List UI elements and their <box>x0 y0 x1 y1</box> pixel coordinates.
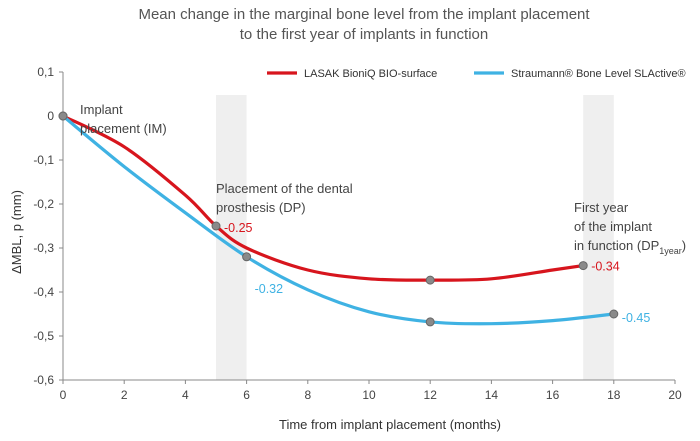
series-0-point-3 <box>578 261 588 271</box>
legend-label-0: LASAK BioniQ BIO-surface <box>304 68 437 80</box>
x-tick-label-1: 2 <box>121 388 128 402</box>
annotation-2-line-2: in function (DP <box>574 238 659 253</box>
y-tick-label-4: -0,3 <box>33 241 54 255</box>
series-group: -0.25 -0.34 -0.32 -0.45 <box>58 111 651 327</box>
series-0-data-label-1: -0.34 <box>591 260 620 274</box>
annotation-2-line-1: of the implant <box>574 219 652 234</box>
annotation-2-line-0: First year <box>574 200 629 215</box>
x-tick-label-2: 4 <box>182 388 189 402</box>
annotation-0-line-1: placement (IM) <box>80 121 167 136</box>
x-tick-label-3: 6 <box>243 388 250 402</box>
legend: LASAK BioniQ BIO-surface Straumann® Bone … <box>267 68 686 80</box>
series-line-0 <box>61 114 585 282</box>
y-tick-label-5: -0,4 <box>33 285 54 299</box>
y-tick-label-7: -0,6 <box>33 373 54 387</box>
annotations: Implant placement (IM) Placement of the de… <box>80 102 686 256</box>
tick-labels: 0 2 4 6 8 10 12 14 16 18 20 0,1 0 -0,1 -0,2 -0,3 -0,4 -0,… <box>33 65 682 402</box>
x-tick-label-6: 12 <box>424 388 438 402</box>
annotation-0: Implant placement (IM) <box>80 102 167 136</box>
series-0-point-1 <box>211 221 221 231</box>
highlight-bands <box>216 95 614 380</box>
x-tick-label-7: 14 <box>485 388 499 402</box>
annotation-1-line-0: Placement of the dental <box>216 181 353 196</box>
chart-title-line-1: Mean change in the marginal bone level f… <box>138 6 590 23</box>
y-tick-label-3: -0,2 <box>33 197 54 211</box>
y-tick-label-2: -0,1 <box>33 153 54 167</box>
x-axis-title: Time from implant placement (months) <box>279 417 501 432</box>
annotation-0-line-0: Implant <box>80 102 123 117</box>
y-tick-label-6: -0,5 <box>33 329 54 343</box>
x-tick-label-8: 16 <box>546 388 560 402</box>
x-tick-label-0: 0 <box>60 388 67 402</box>
annotation-2-suffix: ) <box>682 238 686 253</box>
annotation-1: Placement of the dental prosthesis (DP) <box>216 181 353 215</box>
series-1-point-2 <box>425 317 435 327</box>
x-tick-label-9: 18 <box>607 388 621 402</box>
x-tick-label-5: 10 <box>362 388 376 402</box>
y-tick-label-0: 0,1 <box>37 65 54 79</box>
annotation-2: First year of the implant in function (DP1… <box>574 200 686 256</box>
series-0-point-2 <box>425 275 435 285</box>
series-1-point-1 <box>242 252 252 262</box>
series-1-data-label-1: -0.45 <box>622 311 651 325</box>
annotation-2-subscript: 1year <box>659 246 682 256</box>
chart-title-line-2: to the first year of implants in functio… <box>240 26 488 43</box>
series-1-point-3 <box>609 309 619 319</box>
x-tick-label-10: 20 <box>668 388 682 402</box>
highlight-band-1 <box>583 95 614 380</box>
y-axis-title: ΔMBL, p (mm) <box>9 190 24 274</box>
series-1-data-label-0: -0.32 <box>255 282 284 296</box>
series-line-1 <box>61 114 616 326</box>
series-1-point-0 <box>58 111 68 121</box>
x-tick-label-4: 8 <box>304 388 311 402</box>
annotation-1-line-1: prosthesis (DP) <box>216 200 306 215</box>
series-0-data-label-0: -0.25 <box>224 221 253 235</box>
y-tick-label-1: 0 <box>47 109 54 123</box>
legend-label-1: Straumann® Bone Level SLActive® <box>511 68 686 80</box>
